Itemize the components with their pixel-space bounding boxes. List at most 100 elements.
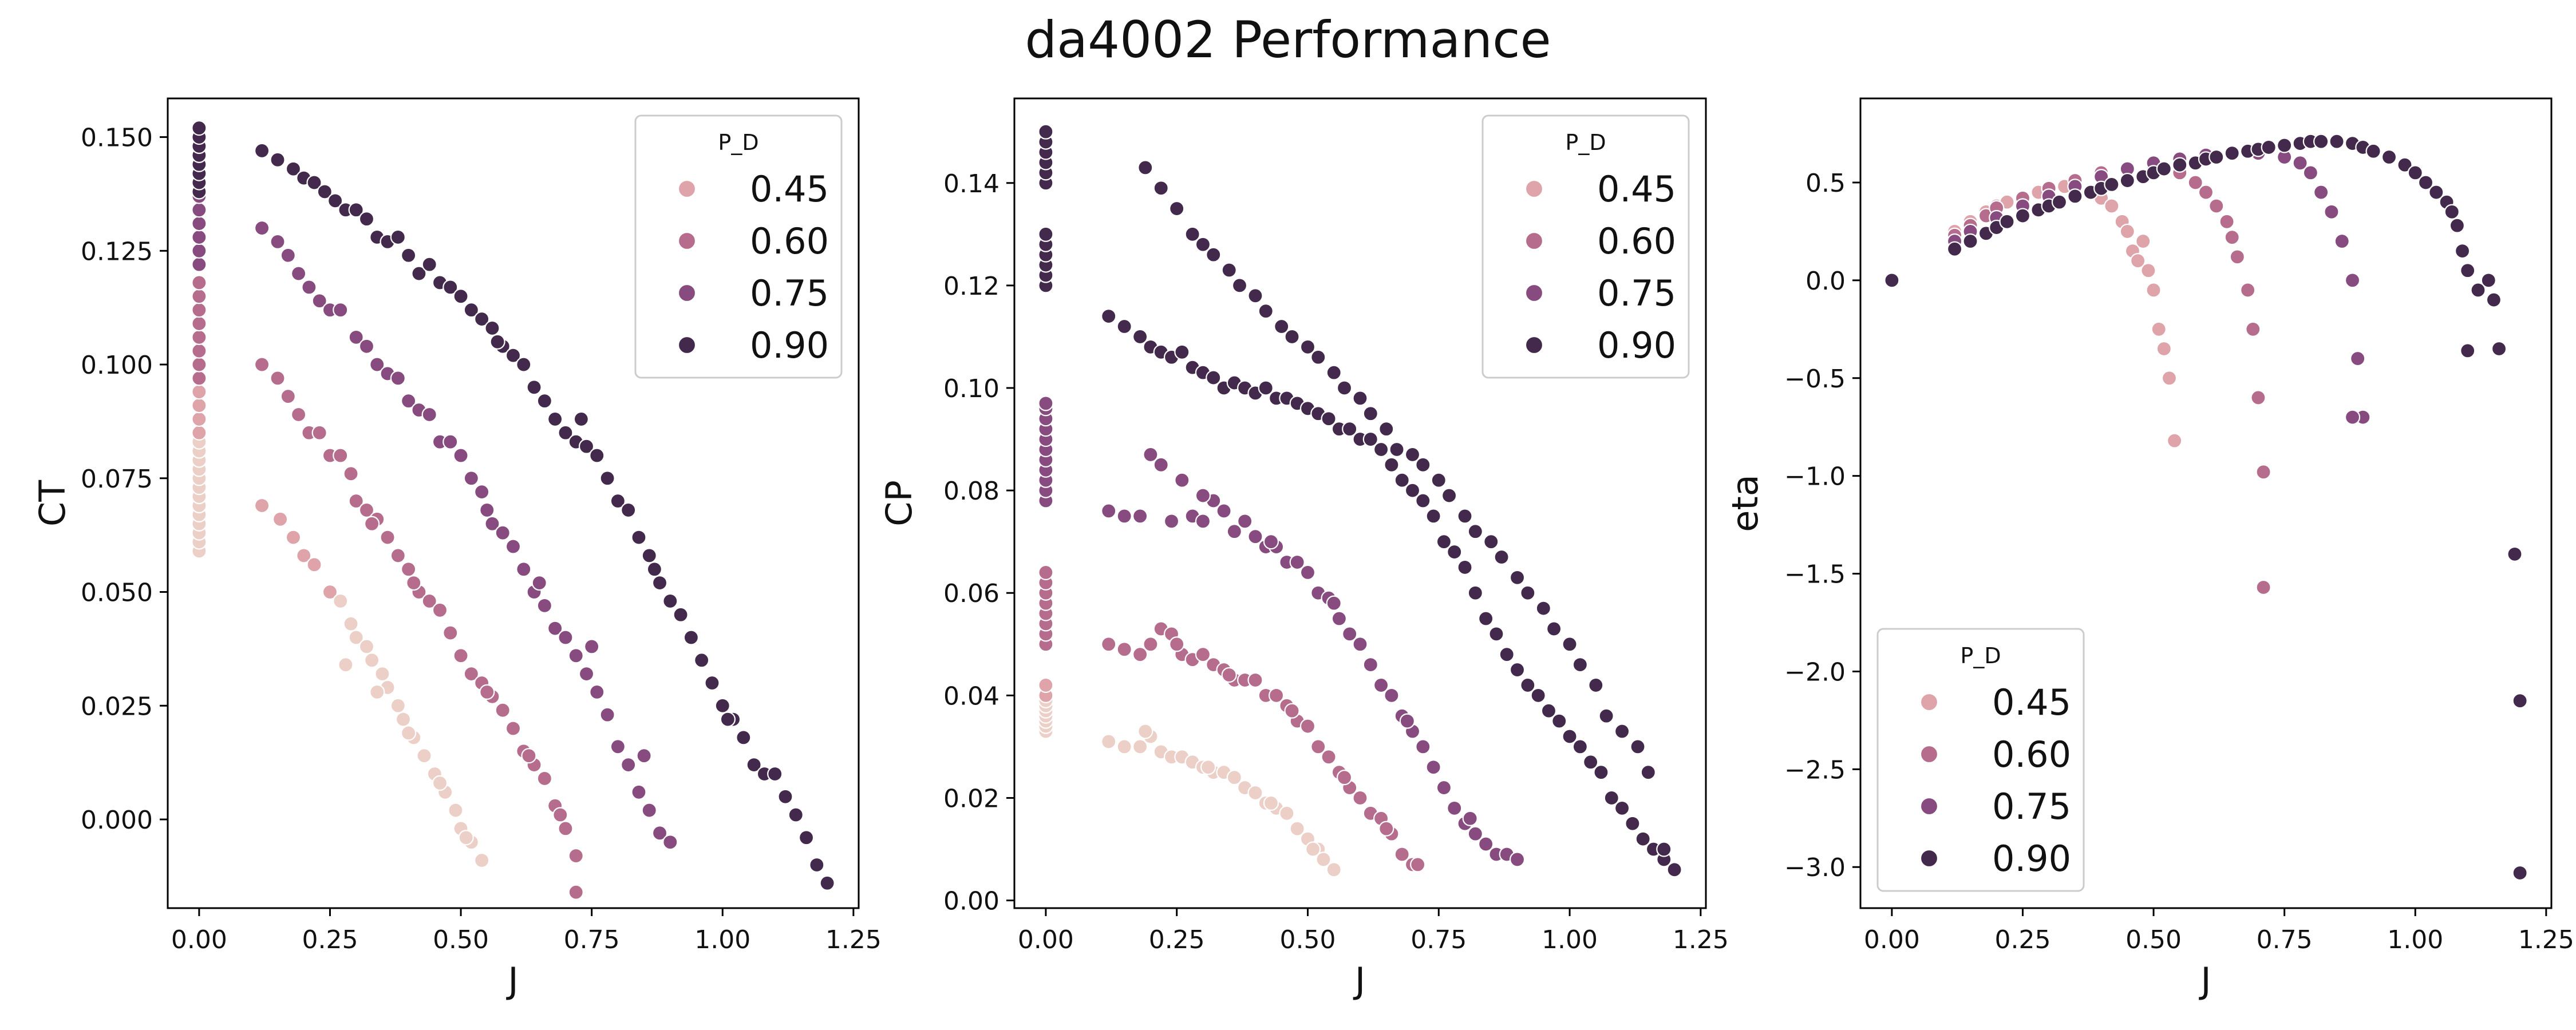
data-point xyxy=(1274,318,1290,335)
y-tick-label: 0.0 xyxy=(1805,267,1846,296)
data-point xyxy=(1540,703,1557,719)
data-point xyxy=(505,720,521,736)
x-tick-label: 0.50 xyxy=(2125,925,2182,954)
x-tick-label: 0.50 xyxy=(1280,925,1336,954)
legend-marker xyxy=(1919,849,1939,868)
eta-y-axis-label: eta xyxy=(1724,474,1766,532)
ct-legend: P_D 0.45 0.60 0.75 0.90 xyxy=(634,114,843,379)
data-point xyxy=(1946,241,1963,257)
data-point xyxy=(474,311,490,327)
y-tick-label: −1.5 xyxy=(1784,560,1846,589)
data-point xyxy=(1598,708,1614,724)
data-point xyxy=(2172,157,2188,173)
data-point xyxy=(2365,143,2381,159)
y-tick-label: 0.12 xyxy=(943,272,999,301)
data-point xyxy=(2119,172,2135,189)
data-point xyxy=(1425,508,1441,524)
data-point xyxy=(610,493,626,509)
data-point xyxy=(2417,175,2434,191)
y-tick-label: 0.10 xyxy=(943,374,999,403)
data-point xyxy=(1132,508,1148,524)
data-point xyxy=(2491,340,2507,357)
figure-title: da4002 Performance xyxy=(1025,10,1551,69)
data-point xyxy=(646,561,662,577)
data-point xyxy=(411,266,427,282)
data-point xyxy=(453,447,469,464)
data-point xyxy=(2381,149,2397,165)
data-point xyxy=(1101,308,1117,324)
data-point xyxy=(1614,723,1630,739)
y-tick-label: −3.0 xyxy=(1784,853,1846,882)
data-point xyxy=(191,356,207,373)
data-point xyxy=(2240,282,2256,298)
x-tick-label: 0.00 xyxy=(1018,925,1074,954)
data-point xyxy=(1195,513,1211,529)
data-point xyxy=(442,625,459,641)
data-point xyxy=(1174,472,1190,488)
data-point xyxy=(1635,831,1651,847)
data-point xyxy=(621,756,637,773)
data-point xyxy=(463,666,479,682)
data-point xyxy=(1258,380,1274,396)
data-point xyxy=(1038,677,1054,694)
data-point xyxy=(746,756,762,773)
x-tick-label: 0.50 xyxy=(433,925,489,954)
data-point xyxy=(1247,672,1263,688)
data-point xyxy=(191,425,207,441)
data-point xyxy=(568,648,584,664)
y-tick-label: 0.04 xyxy=(943,682,999,711)
data-point xyxy=(2486,292,2502,308)
data-point xyxy=(714,698,730,714)
data-point xyxy=(484,516,500,532)
data-point xyxy=(1284,328,1300,345)
data-point xyxy=(2229,249,2245,265)
data-point xyxy=(536,597,552,613)
data-point xyxy=(191,315,207,332)
ct-points xyxy=(191,120,835,900)
data-point xyxy=(809,857,825,873)
data-point xyxy=(1999,213,2015,229)
data-point xyxy=(1342,626,1358,642)
y-tick-label: 0.150 xyxy=(81,124,153,153)
data-point xyxy=(2135,233,2151,249)
data-point xyxy=(1362,431,1378,447)
data-point xyxy=(1116,508,1132,524)
data-point xyxy=(1336,380,1353,396)
data-point xyxy=(191,216,207,232)
eta-points xyxy=(1884,133,2528,881)
data-point xyxy=(558,629,574,645)
data-point xyxy=(1143,446,1159,463)
data-point xyxy=(2245,321,2261,337)
data-point xyxy=(401,393,417,409)
data-point xyxy=(610,739,626,755)
data-point xyxy=(1394,846,1410,862)
data-point xyxy=(2146,282,2162,298)
y-tick-label: −0.5 xyxy=(1784,365,1846,394)
data-point xyxy=(1279,805,1295,821)
data-point xyxy=(1884,272,1900,288)
legend-entry-label: 0.60 xyxy=(750,220,829,262)
data-point xyxy=(2151,321,2167,337)
data-point xyxy=(2167,433,2183,449)
data-point xyxy=(767,766,783,782)
data-point xyxy=(599,470,615,486)
data-point xyxy=(1226,524,1242,540)
data-point xyxy=(1572,739,1588,755)
data-point xyxy=(280,389,296,405)
legend-title: P_D xyxy=(718,130,758,155)
data-point xyxy=(1535,600,1551,616)
data-point xyxy=(2067,188,2083,204)
data-point xyxy=(2104,198,2120,214)
data-point xyxy=(1447,544,1463,560)
data-point xyxy=(547,620,563,636)
data-point xyxy=(589,447,605,464)
data-point xyxy=(1352,790,1368,806)
data-point xyxy=(191,411,207,427)
data-point xyxy=(348,329,364,345)
data-point xyxy=(1195,236,1211,252)
data-point xyxy=(254,497,270,514)
y-tick-label: 0.100 xyxy=(81,351,153,380)
data-point xyxy=(641,802,657,818)
data-point xyxy=(521,748,537,764)
data-point xyxy=(2480,272,2496,288)
